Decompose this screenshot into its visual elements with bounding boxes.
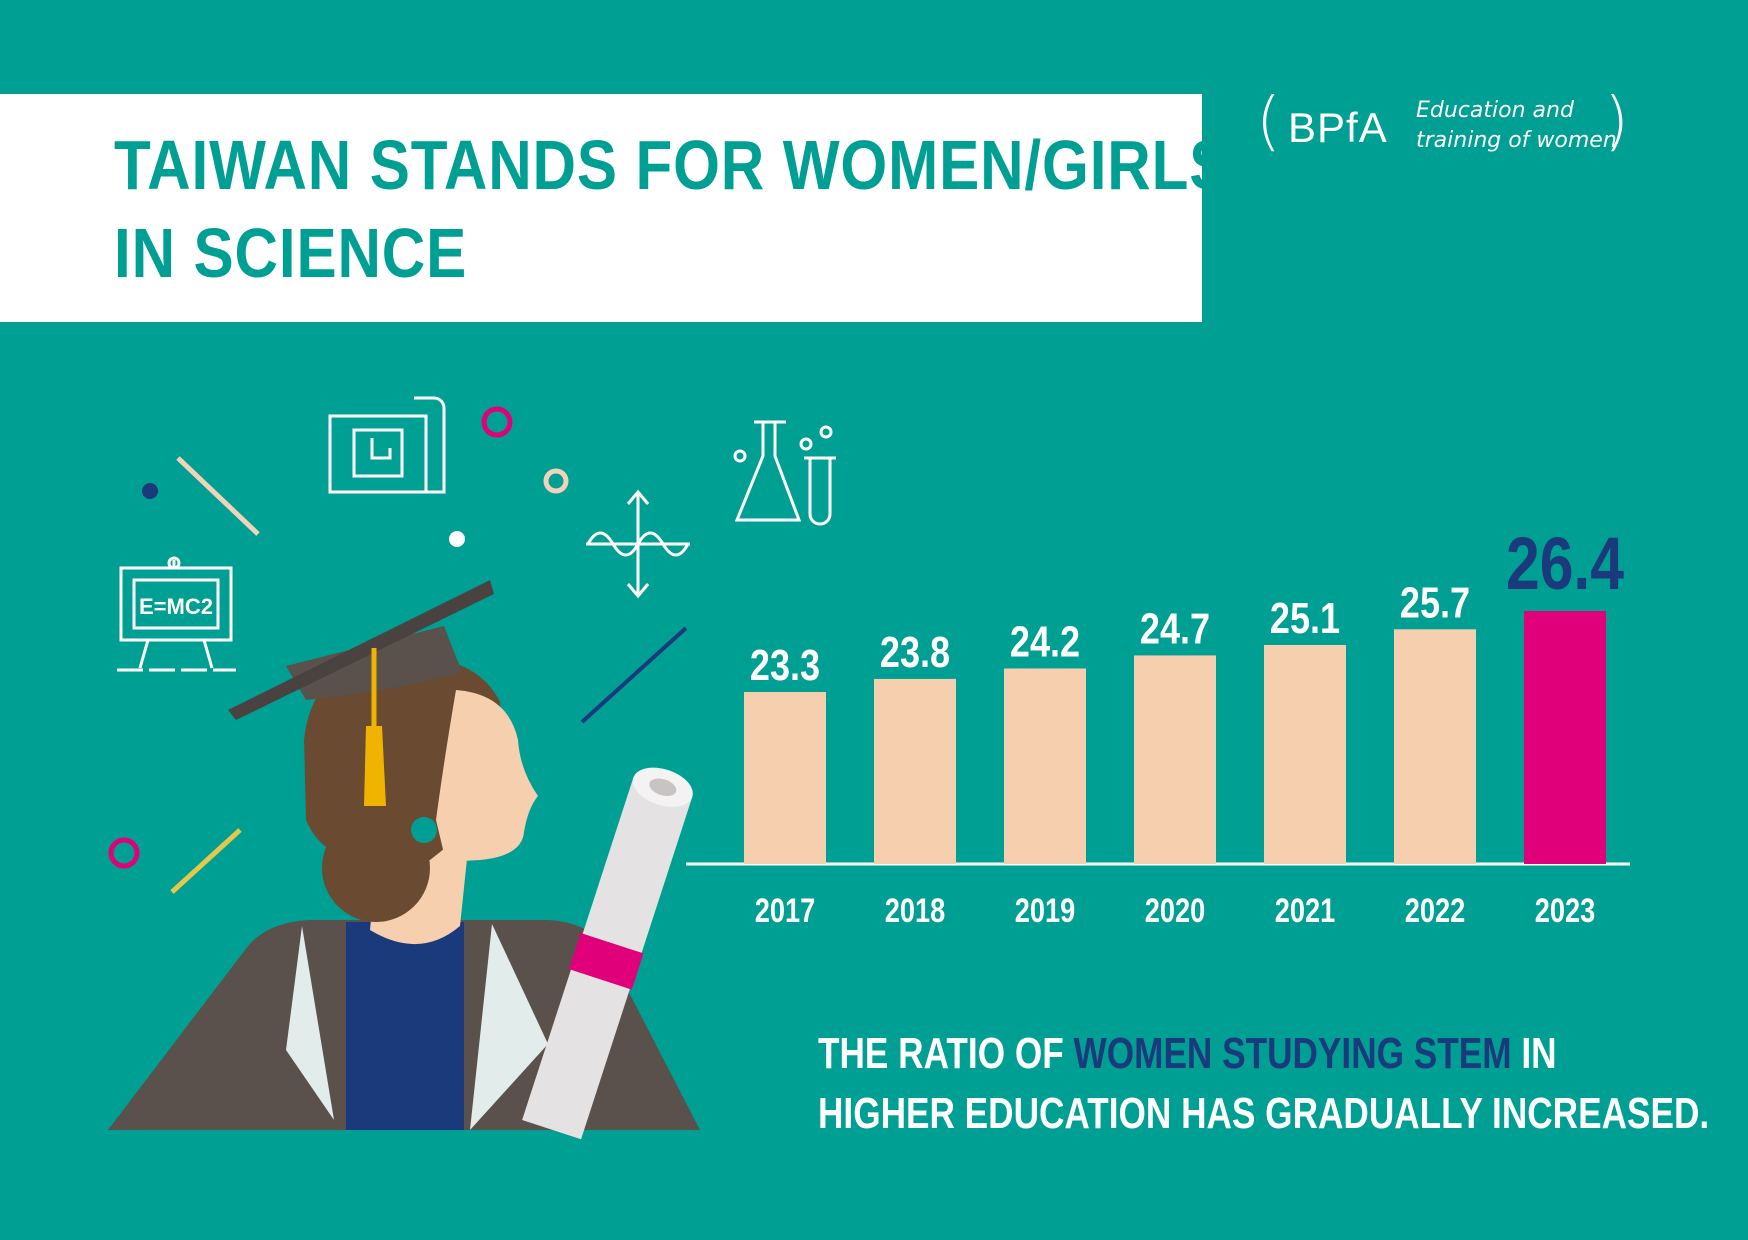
x-tick-2017: 2017 bbox=[755, 891, 815, 930]
data-label-2022: 25.7 bbox=[1400, 578, 1470, 627]
bar-2019 bbox=[1004, 668, 1086, 864]
x-tick-2020: 2020 bbox=[1145, 891, 1205, 930]
line-icon bbox=[580, 626, 688, 724]
dot-icon bbox=[142, 483, 158, 499]
face bbox=[436, 690, 538, 862]
left-paren-icon: ( bbox=[1256, 85, 1281, 159]
x-tick-2019: 2019 bbox=[1015, 891, 1075, 930]
data-label-2019: 24.2 bbox=[1010, 617, 1080, 666]
bar-2018 bbox=[874, 678, 956, 864]
page-title-line2: IN SCIENCE bbox=[114, 214, 468, 292]
bpfa-badge: ( BPfA Education and training of women ) bbox=[1256, 90, 1632, 162]
flask-icon bbox=[733, 420, 836, 526]
x-tick-2021: 2021 bbox=[1275, 891, 1335, 930]
ring-icon bbox=[481, 406, 513, 438]
bar-2022 bbox=[1394, 629, 1476, 864]
caption-part2: IN bbox=[1511, 1029, 1557, 1078]
graduate-figure bbox=[108, 580, 700, 1140]
collar bbox=[470, 924, 548, 1130]
bar-2023 bbox=[1524, 611, 1606, 864]
caption-line2: HIGHER EDUCATION HAS GRADUALLY INCREASED… bbox=[818, 1089, 1710, 1138]
data-label-2023: 26.4 bbox=[1506, 523, 1624, 605]
caption-line1: THE RATIO OF WOMEN STUDYING STEM IN bbox=[818, 1024, 1709, 1084]
x-tick-2022: 2022 bbox=[1405, 891, 1465, 930]
wave-icon bbox=[586, 489, 690, 599]
caption: THE RATIO OF WOMEN STUDYING STEM IN HIGH… bbox=[818, 1024, 1709, 1144]
collar bbox=[286, 926, 334, 1120]
bar-2021 bbox=[1264, 644, 1346, 864]
x-tick-2023: 2023 bbox=[1535, 891, 1595, 930]
tassel bbox=[364, 726, 386, 806]
bar-2020 bbox=[1134, 655, 1216, 864]
bar-2017 bbox=[744, 692, 826, 864]
diploma-icon bbox=[522, 767, 693, 1140]
data-label-2021: 25.1 bbox=[1270, 594, 1340, 643]
badge-line2: training of women bbox=[1416, 128, 1617, 153]
right-paren-icon: ) bbox=[1604, 85, 1629, 159]
chalkboard-icon bbox=[117, 556, 236, 672]
badge-acronym: BPfA bbox=[1288, 104, 1388, 151]
caption-part1: THE RATIO OF bbox=[818, 1029, 1074, 1078]
x-tick-2018: 2018 bbox=[885, 891, 945, 930]
page-title-line1: TAIWAN STANDS FOR WOMEN/GIRLS bbox=[114, 126, 1231, 204]
blueprint-icon bbox=[328, 396, 446, 494]
caption-highlight: WOMEN STUDYING STEM bbox=[1073, 1029, 1512, 1078]
data-label-2018: 23.8 bbox=[880, 628, 950, 677]
badge-line1: Education and bbox=[1416, 98, 1574, 123]
title-banner: TAIWAN STANDS FOR WOMEN/GIRLS IN SCIENCE bbox=[0, 94, 1229, 322]
ring-icon bbox=[543, 468, 569, 494]
board-formula: E=MC2 bbox=[139, 594, 213, 619]
earring bbox=[411, 817, 437, 843]
cap-board bbox=[228, 580, 494, 720]
ring-icon bbox=[108, 837, 140, 869]
line-icon bbox=[170, 828, 242, 894]
data-label-2020: 24.7 bbox=[1140, 604, 1210, 653]
line-icon bbox=[176, 456, 260, 536]
shirt bbox=[346, 922, 464, 1130]
dot-icon bbox=[449, 531, 465, 547]
data-label-2017: 23.3 bbox=[750, 641, 820, 690]
